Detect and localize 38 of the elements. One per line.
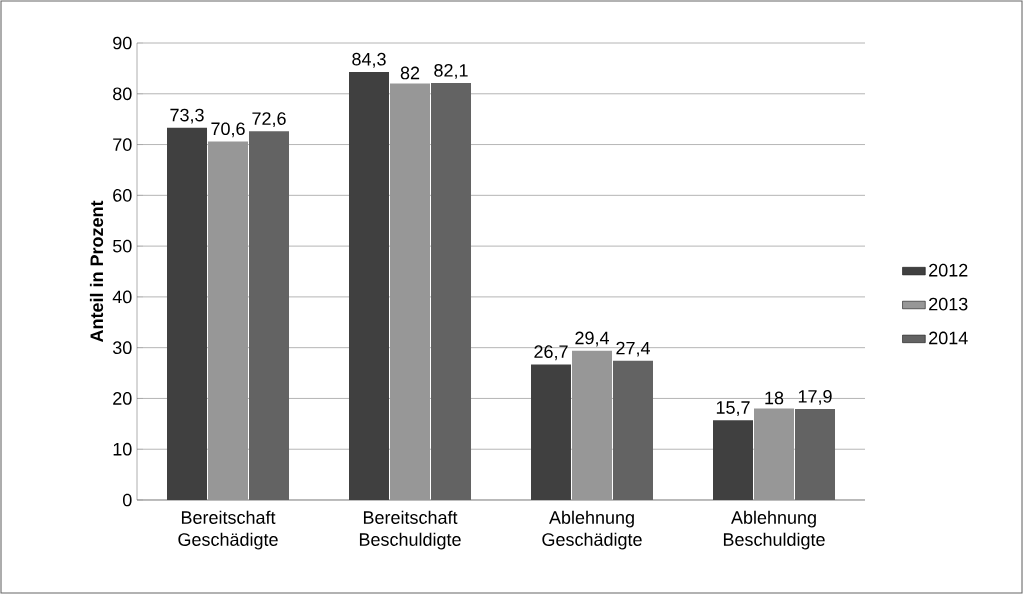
bar bbox=[390, 83, 431, 500]
legend-label: 2013 bbox=[929, 297, 968, 311]
data-label: 73,3 bbox=[170, 108, 204, 124]
y-tick-label: 90 bbox=[113, 36, 132, 50]
y-tick-label: 30 bbox=[112, 341, 132, 355]
bar bbox=[167, 127, 208, 500]
legend-label: 2012 bbox=[929, 263, 968, 277]
x-tick-label: Bereitschaft Beschuldigte bbox=[359, 510, 461, 550]
y-tick-label: 80 bbox=[113, 87, 132, 101]
x-tick-label: Ablehnung Geschädigte bbox=[542, 510, 642, 550]
bar bbox=[531, 364, 571, 500]
x-tick-label: Ablehnung Beschuldigte bbox=[723, 510, 825, 550]
data-label: 18 bbox=[765, 391, 784, 405]
bar bbox=[713, 420, 754, 500]
y-tick-label: 10 bbox=[113, 442, 132, 456]
y-axis-title: Anteil in Prozent bbox=[89, 200, 104, 343]
data-label: 17,9 bbox=[798, 389, 832, 405]
y-tick-label: 50 bbox=[112, 239, 132, 253]
data-label: 82,1 bbox=[434, 63, 468, 79]
data-label: 82 bbox=[400, 66, 420, 80]
y-tick-label: 70 bbox=[113, 138, 132, 151]
bar bbox=[754, 408, 794, 500]
bar bbox=[208, 141, 248, 500]
data-label: 72,6 bbox=[252, 112, 286, 128]
data-label: 29,4 bbox=[575, 331, 609, 347]
legend-label: 2014 bbox=[929, 331, 968, 345]
y-tick-label: 0 bbox=[123, 493, 132, 507]
bar bbox=[349, 71, 389, 500]
data-label: 84,3 bbox=[352, 52, 386, 68]
data-label: 26,7 bbox=[534, 345, 568, 361]
bar bbox=[572, 350, 613, 500]
data-label: 27,4 bbox=[616, 341, 650, 357]
data-label: 70,6 bbox=[211, 122, 245, 138]
data-label: 15,7 bbox=[716, 401, 750, 417]
y-tick-label: 60 bbox=[113, 188, 132, 202]
y-tick-label: 40 bbox=[112, 290, 132, 304]
x-tick-label: Bereitschaft Geschädigte bbox=[178, 510, 278, 550]
y-tick-label: 20 bbox=[113, 392, 132, 405]
